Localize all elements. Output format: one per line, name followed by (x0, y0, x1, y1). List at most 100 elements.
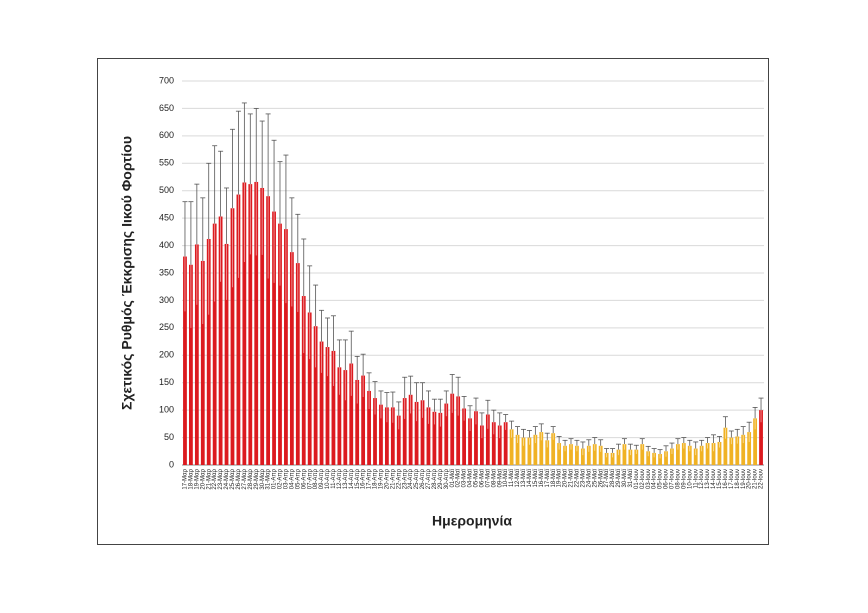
error-bar (693, 441, 699, 456)
error-bar (449, 374, 455, 413)
error-bar (366, 372, 372, 410)
bar (438, 412, 443, 465)
y-tick-label: 650 (159, 103, 174, 113)
bar (295, 263, 300, 465)
x-tick-label: 20-Μαρ (200, 468, 206, 489)
x-tick-label: 27-Απρ (426, 468, 432, 489)
error-bar (212, 145, 218, 302)
x-tick-label: 06-Μαϊ (479, 468, 485, 487)
x-tick-label: 25-Μαρ (230, 468, 236, 489)
error-bar (479, 412, 485, 439)
error-bar (532, 426, 538, 444)
x-tick-label: 05-Ιουν (658, 469, 664, 489)
bar (628, 449, 633, 465)
x-tick-label: 13-Ιουν (705, 469, 711, 489)
bar (569, 444, 573, 465)
x-tick-label: 08-Ιουν (675, 469, 681, 489)
error-bar (301, 238, 307, 354)
error-bar (247, 113, 253, 255)
error-bar (526, 430, 532, 445)
bar (307, 312, 312, 465)
bar (343, 370, 348, 465)
bar (367, 390, 371, 465)
bar (432, 411, 437, 465)
x-tick-label: 15-Μαϊ (533, 468, 539, 487)
error-bar (485, 399, 491, 429)
bar (670, 448, 674, 465)
bar (759, 410, 763, 465)
error-bar (556, 436, 562, 450)
error-bar (455, 376, 461, 416)
bar (248, 184, 253, 466)
bar (456, 396, 461, 465)
bar (242, 182, 247, 465)
error-bar (325, 317, 330, 377)
x-tick-label: 16-Ιουν (723, 469, 729, 489)
bar (539, 432, 544, 465)
error-bar (295, 213, 301, 312)
bar (355, 379, 360, 465)
bar (349, 363, 354, 465)
x-tick-label: 06-Απρ (301, 468, 307, 489)
error-bar (360, 353, 366, 397)
bar (705, 443, 710, 465)
bar (527, 437, 532, 465)
bar (408, 394, 413, 465)
x-tick-label: 27-Μαρ (242, 468, 248, 489)
error-bar (491, 409, 497, 435)
error-bar (598, 439, 604, 452)
bar (610, 452, 615, 465)
error-bar (639, 438, 645, 450)
x-tick-label: 13-Απρ (343, 468, 349, 489)
error-bar (467, 405, 473, 431)
x-tick-label: 20-Απρ (384, 468, 390, 489)
error-bar (396, 401, 402, 430)
error-bar (271, 139, 277, 283)
error-bar (758, 397, 764, 423)
x-tick-label: 28-Απρ (432, 468, 438, 489)
error-bar (342, 339, 348, 401)
error-bar (711, 434, 717, 452)
y-tick-label: 200 (159, 350, 174, 360)
x-tick-label: 17-Ιουν (729, 469, 735, 489)
error-bar (675, 438, 681, 450)
x-tick-label: 11-Μαϊ (509, 468, 515, 487)
error-bar (746, 421, 752, 442)
x-tick-label: 01-Ιουν (634, 469, 640, 489)
x-tick-label: 29-Μαϊ (616, 468, 622, 487)
bar (735, 436, 740, 465)
x-tick-label: 12-Απρ (337, 468, 343, 489)
x-tick-label: 23-Απρ (402, 468, 408, 489)
bar (711, 443, 716, 465)
error-bar (699, 439, 705, 452)
x-tick-label: 30-Μαρ (260, 468, 266, 489)
bar (753, 418, 757, 465)
x-tick-label: 28-Μαϊ (610, 468, 616, 487)
bar (580, 448, 585, 465)
bar (717, 441, 722, 465)
x-tick-label: 17-Μαϊ (545, 468, 551, 487)
error-bar (265, 113, 271, 279)
bar (664, 451, 668, 465)
error-bar (420, 382, 426, 418)
error-bar (259, 120, 265, 255)
error-bar (663, 445, 669, 457)
x-tick-label: 02-Μαϊ (456, 468, 462, 487)
error-bar (728, 430, 734, 445)
x-tick-label: 21-Ιουν (753, 469, 759, 489)
x-tick-label: 12-Μαϊ (515, 468, 521, 487)
y-tick-label: 50 (164, 432, 174, 442)
x-tick-label: 27-Μαϊ (604, 468, 610, 487)
bar (289, 252, 294, 465)
error-bar (307, 265, 313, 360)
bar (379, 404, 383, 465)
x-tick-label: 04-Ιουν (652, 469, 658, 489)
bar (301, 296, 306, 465)
error-bar (188, 201, 194, 328)
x-tick-label: 18-Ιουν (735, 469, 741, 489)
x-tick-label: 04-Απρ (289, 468, 295, 489)
error-bar (348, 330, 354, 396)
bar (254, 181, 259, 466)
x-tick-label: 04-Μαϊ (468, 468, 474, 487)
